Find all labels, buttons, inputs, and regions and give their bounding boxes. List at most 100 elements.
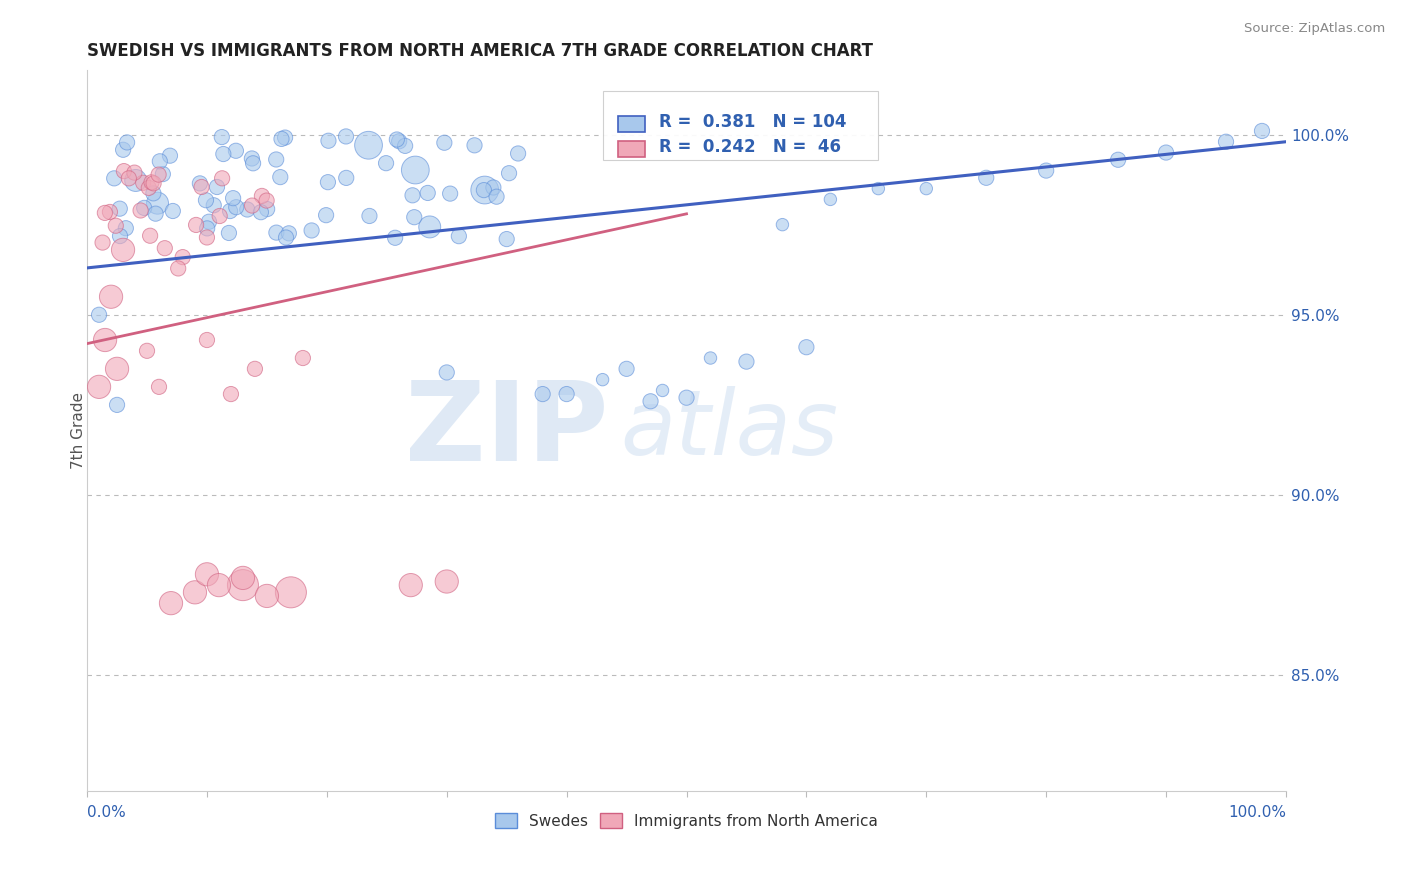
Point: [136, 343, 159, 358]
Text: 100.0%: 100.0%: [1227, 805, 1286, 820]
Point: [104, 219, 127, 233]
Point: [474, 183, 496, 197]
Point: [270, 132, 292, 146]
Point: [232, 578, 254, 592]
Point: [384, 231, 406, 245]
Point: [640, 394, 662, 409]
Point: [388, 134, 411, 148]
Point: [195, 333, 218, 347]
Point: [1215, 135, 1237, 149]
Point: [112, 143, 135, 157]
Point: [115, 136, 138, 150]
Point: [190, 180, 212, 194]
Point: [184, 218, 207, 232]
Point: [108, 229, 131, 244]
Point: [291, 351, 314, 365]
Point: [114, 221, 136, 235]
Point: [375, 156, 398, 170]
Point: [236, 202, 259, 217]
Point: [222, 191, 245, 205]
Point: [318, 134, 340, 148]
Point: [153, 241, 176, 255]
Point: [145, 207, 167, 221]
Point: [266, 226, 288, 240]
Point: [160, 596, 183, 610]
Point: [208, 578, 231, 592]
Point: [94, 333, 117, 347]
Point: [675, 391, 697, 405]
Point: [868, 181, 890, 195]
Point: [770, 218, 793, 232]
Point: [195, 567, 218, 582]
Point: [218, 226, 240, 240]
Point: [188, 177, 211, 191]
Point: [240, 152, 263, 166]
Point: [141, 175, 163, 189]
Point: [495, 232, 517, 246]
Text: atlas: atlas: [620, 386, 838, 475]
Point: [277, 227, 299, 241]
Point: [1251, 124, 1274, 138]
Point: [139, 228, 162, 243]
Legend: Swedes, Immigrants from North America: Swedes, Immigrants from North America: [489, 807, 884, 835]
Point: [280, 585, 302, 599]
Point: [796, 340, 818, 354]
Point: [359, 209, 381, 223]
Text: SWEDISH VS IMMIGRANTS FROM NORTH AMERICA 7TH GRADE CORRELATION CHART: SWEDISH VS IMMIGRANTS FROM NORTH AMERICA…: [87, 42, 873, 60]
Point: [225, 200, 247, 214]
Point: [205, 180, 228, 194]
Point: [94, 206, 117, 220]
Point: [243, 361, 266, 376]
Point: [225, 144, 247, 158]
Point: [167, 261, 190, 276]
Point: [184, 585, 207, 599]
Point: [1035, 163, 1057, 178]
Point: [146, 196, 169, 211]
Point: [105, 361, 128, 376]
Point: [735, 354, 758, 368]
Point: [132, 176, 155, 190]
Point: [194, 193, 217, 207]
Point: [91, 235, 114, 250]
Point: [439, 186, 461, 201]
Point: [112, 243, 135, 257]
Bar: [619, 116, 644, 132]
Point: [112, 164, 135, 178]
Point: [274, 230, 297, 244]
Point: [195, 230, 218, 244]
Point: [385, 132, 408, 146]
Point: [1154, 145, 1177, 160]
Point: [148, 380, 170, 394]
Bar: [619, 141, 644, 157]
Point: [592, 373, 614, 387]
Point: [419, 219, 441, 234]
Point: [172, 250, 194, 264]
Point: [250, 205, 273, 219]
Point: [274, 130, 297, 145]
Point: [447, 229, 470, 244]
Point: [159, 149, 181, 163]
FancyBboxPatch shape: [603, 91, 879, 160]
Point: [315, 208, 337, 222]
Text: 0.0%: 0.0%: [87, 805, 125, 820]
Point: [404, 210, 426, 224]
Text: R =  0.242   N =  46: R = 0.242 N = 46: [659, 138, 841, 156]
Point: [472, 183, 495, 197]
Point: [125, 173, 148, 187]
Point: [240, 198, 263, 212]
Point: [316, 175, 339, 189]
Point: [118, 171, 141, 186]
Point: [394, 139, 416, 153]
Point: [335, 170, 357, 185]
Point: [129, 203, 152, 218]
Point: [138, 181, 160, 195]
Point: [195, 221, 218, 235]
Point: [219, 387, 242, 401]
Point: [436, 574, 458, 589]
Point: [485, 190, 508, 204]
Point: [250, 189, 273, 203]
Point: [482, 180, 505, 194]
Point: [242, 156, 264, 170]
Point: [148, 168, 170, 182]
Text: R =  0.381   N = 104: R = 0.381 N = 104: [659, 113, 846, 131]
